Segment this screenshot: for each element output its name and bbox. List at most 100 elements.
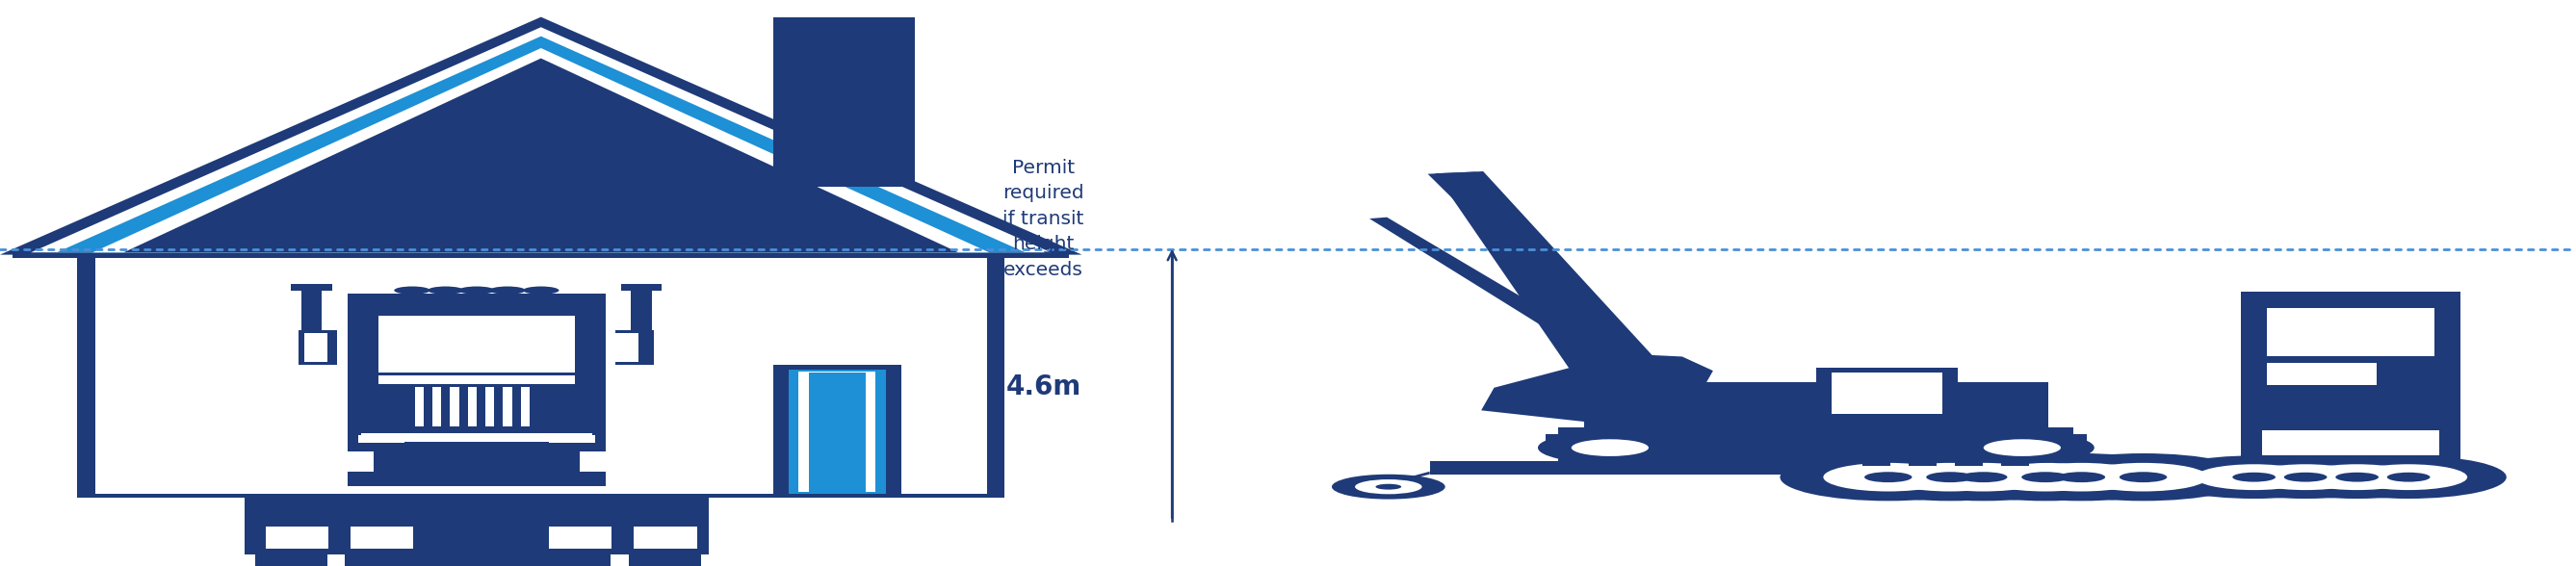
Bar bbox=[374, 452, 580, 474]
Bar bbox=[2267, 363, 2375, 385]
Bar bbox=[1430, 471, 2254, 474]
Circle shape bbox=[2285, 473, 2326, 482]
Bar bbox=[1955, 460, 1984, 466]
Bar bbox=[1909, 460, 1937, 466]
Bar bbox=[1832, 373, 1942, 414]
Circle shape bbox=[2120, 472, 2166, 482]
Circle shape bbox=[2022, 472, 2069, 482]
Bar bbox=[2241, 291, 2460, 461]
Circle shape bbox=[1875, 453, 2092, 501]
Bar bbox=[616, 333, 639, 362]
Circle shape bbox=[428, 286, 464, 294]
Bar bbox=[301, 285, 322, 365]
Circle shape bbox=[1865, 472, 1911, 482]
Polygon shape bbox=[57, 36, 1025, 252]
Bar bbox=[809, 373, 866, 492]
Bar bbox=[2002, 460, 2030, 466]
Circle shape bbox=[2298, 464, 2416, 490]
Bar bbox=[1584, 460, 1613, 466]
Bar bbox=[433, 387, 440, 426]
Bar bbox=[77, 494, 1005, 498]
Circle shape bbox=[2058, 472, 2105, 482]
Bar bbox=[987, 255, 1005, 498]
Circle shape bbox=[2259, 456, 2455, 499]
Circle shape bbox=[1780, 453, 1996, 501]
Bar bbox=[350, 526, 412, 549]
Circle shape bbox=[523, 286, 559, 294]
Circle shape bbox=[1981, 463, 2110, 491]
Circle shape bbox=[489, 286, 526, 294]
Bar bbox=[773, 17, 914, 187]
Bar bbox=[799, 372, 876, 492]
Bar bbox=[502, 387, 513, 426]
Bar bbox=[245, 498, 425, 555]
Bar bbox=[469, 387, 477, 426]
Circle shape bbox=[2246, 464, 2365, 490]
Circle shape bbox=[1571, 439, 1649, 456]
Bar bbox=[1816, 460, 1844, 466]
Circle shape bbox=[1973, 453, 2190, 501]
Circle shape bbox=[1960, 472, 2007, 482]
Circle shape bbox=[1538, 432, 1682, 464]
Bar bbox=[77, 255, 95, 498]
Circle shape bbox=[2388, 473, 2429, 482]
Polygon shape bbox=[93, 48, 989, 252]
Bar bbox=[2267, 308, 2434, 356]
Bar bbox=[291, 284, 332, 291]
Circle shape bbox=[1842, 453, 2058, 501]
Bar bbox=[361, 442, 592, 451]
Bar bbox=[348, 293, 605, 452]
Bar bbox=[1430, 461, 2254, 471]
Bar bbox=[1584, 382, 2048, 427]
Bar bbox=[773, 365, 902, 494]
Bar bbox=[2254, 295, 2460, 359]
Bar bbox=[1677, 460, 1705, 466]
Bar bbox=[1631, 460, 1659, 466]
Bar bbox=[538, 552, 611, 566]
Circle shape bbox=[1355, 479, 1422, 494]
Bar bbox=[528, 498, 708, 555]
Circle shape bbox=[2336, 473, 2378, 482]
Bar bbox=[358, 435, 404, 443]
Circle shape bbox=[2311, 456, 2506, 499]
Bar bbox=[399, 563, 554, 566]
Circle shape bbox=[1937, 453, 2154, 501]
Bar bbox=[631, 285, 652, 365]
Bar bbox=[621, 284, 662, 291]
Circle shape bbox=[1927, 472, 1973, 482]
Bar bbox=[1816, 367, 1958, 418]
Circle shape bbox=[2035, 453, 2251, 501]
Bar bbox=[379, 375, 574, 384]
Bar bbox=[520, 387, 531, 426]
Bar bbox=[2262, 430, 2439, 456]
Bar bbox=[451, 387, 459, 426]
Circle shape bbox=[1984, 439, 2061, 456]
Polygon shape bbox=[31, 27, 1051, 252]
Bar bbox=[634, 526, 696, 549]
Circle shape bbox=[1376, 484, 1401, 490]
Polygon shape bbox=[1427, 171, 1656, 361]
Bar bbox=[304, 333, 327, 362]
Polygon shape bbox=[124, 58, 958, 252]
Polygon shape bbox=[1481, 354, 1713, 422]
Circle shape bbox=[2208, 456, 2403, 499]
Bar bbox=[265, 526, 330, 549]
Bar bbox=[1958, 388, 2035, 427]
Text: Permit
required
if transit
height
exceeds: Permit required if transit height exceed… bbox=[1002, 158, 1084, 279]
Bar bbox=[1558, 427, 2074, 461]
Bar bbox=[255, 552, 327, 566]
Polygon shape bbox=[1370, 217, 1664, 383]
Bar bbox=[1546, 434, 2087, 451]
Bar bbox=[484, 387, 495, 426]
Bar bbox=[404, 384, 549, 429]
Bar bbox=[1723, 460, 1752, 466]
Circle shape bbox=[1886, 463, 2014, 491]
Circle shape bbox=[394, 286, 430, 294]
Circle shape bbox=[2017, 463, 2146, 491]
Circle shape bbox=[2233, 473, 2275, 482]
Bar bbox=[549, 526, 613, 549]
Bar bbox=[412, 498, 541, 566]
Circle shape bbox=[2349, 464, 2468, 490]
Circle shape bbox=[2195, 464, 2313, 490]
Bar bbox=[379, 316, 574, 372]
